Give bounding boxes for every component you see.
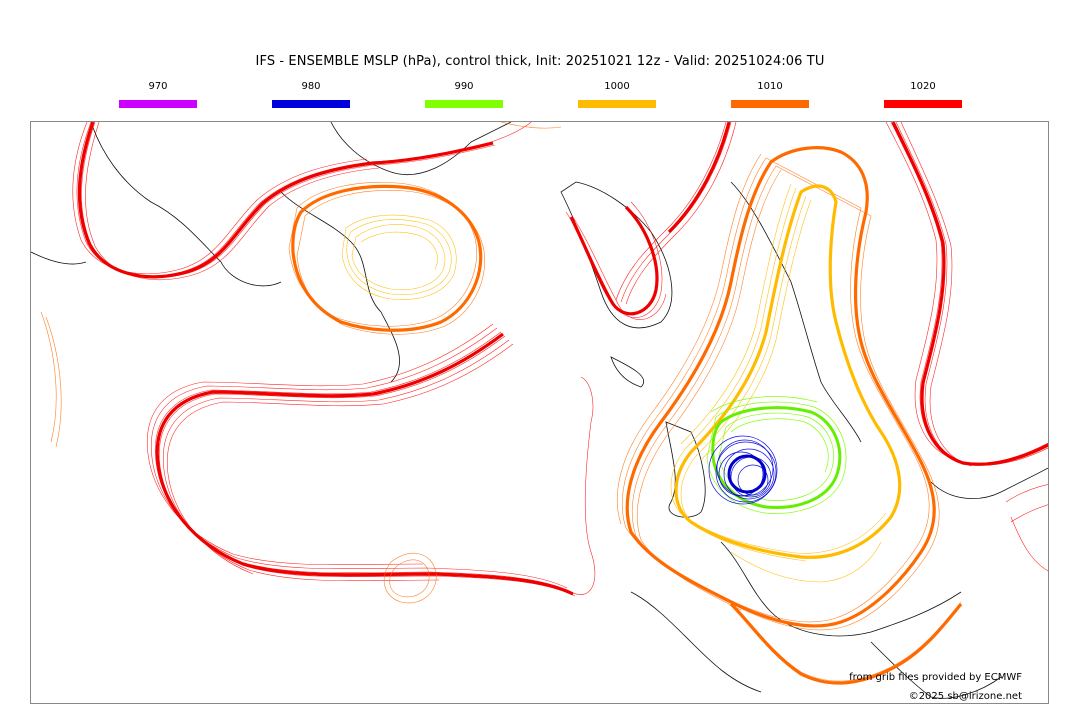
legend-label-990: 990 xyxy=(454,81,474,92)
legend-label-1020: 1020 xyxy=(910,81,936,92)
copyright-credit: ©2025 sb@irizone.net xyxy=(908,691,1022,702)
legend-swatch-1000 xyxy=(578,100,656,108)
isobars-1000 xyxy=(341,183,901,583)
legend-item-980: 980 xyxy=(272,80,350,108)
legend-item-1010: 1010 xyxy=(731,80,809,108)
isobar-control-980 xyxy=(727,454,767,494)
data-source-credit: from grib files provided by ECMWF xyxy=(849,672,1022,683)
chart-title: IFS - ENSEMBLE MSLP (hPa), control thick… xyxy=(255,54,825,69)
legend-item-1020: 1020 xyxy=(884,80,962,108)
isobar-map xyxy=(31,122,1048,699)
legend-swatch-980 xyxy=(272,100,350,108)
isobar-control-1010 xyxy=(291,146,963,685)
isobar-control-990 xyxy=(711,406,842,510)
legend-swatch-1010 xyxy=(731,100,809,108)
legend-label-980: 980 xyxy=(301,81,321,92)
isobars-1010 xyxy=(40,122,962,682)
legend-item-1000: 1000 xyxy=(578,80,656,108)
legend-swatch-990 xyxy=(425,100,503,108)
legend-swatch-1020 xyxy=(884,100,962,108)
isobar-control-1020 xyxy=(77,122,1048,596)
legend-item-990: 990 xyxy=(425,80,503,108)
legend-item-970: 970 xyxy=(119,80,197,108)
isobar-control-1000 xyxy=(674,184,902,559)
legend-swatch-970 xyxy=(119,100,197,108)
coastlines xyxy=(31,122,1048,699)
legend-label-1000: 1000 xyxy=(604,81,630,92)
map-panel xyxy=(30,121,1049,704)
isobars-980 xyxy=(708,435,778,505)
legend-label-1010: 1010 xyxy=(757,81,783,92)
isobars-1020 xyxy=(72,122,1048,597)
legend-label-970: 970 xyxy=(148,81,168,92)
